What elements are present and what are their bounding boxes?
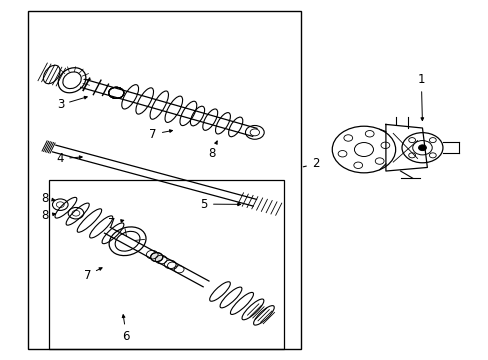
Text: 6: 6	[122, 315, 130, 343]
Bar	[27, 12, 300, 348]
Text: 5: 5	[200, 198, 240, 211]
Text: 1: 1	[417, 73, 424, 121]
Text: 2: 2	[303, 157, 319, 170]
Bar	[49, 180, 283, 348]
Text: 7: 7	[149, 128, 172, 141]
Text: 8: 8	[41, 210, 55, 222]
Text: 8: 8	[207, 141, 217, 160]
Text: 7: 7	[108, 217, 123, 230]
Ellipse shape	[150, 253, 163, 262]
Circle shape	[418, 145, 426, 150]
Text: 7: 7	[83, 268, 102, 282]
Text: 4: 4	[57, 152, 82, 165]
Text: 3: 3	[57, 96, 87, 111]
Text: 8: 8	[41, 192, 55, 204]
